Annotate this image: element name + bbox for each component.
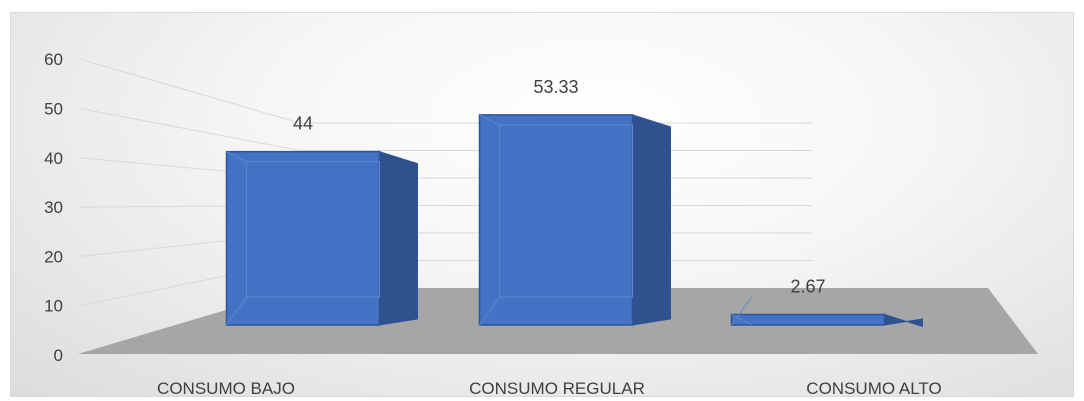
bar bbox=[730, 296, 923, 328]
bar-side-face bbox=[632, 114, 671, 326]
gridline bbox=[79, 205, 812, 208]
bar-side-face bbox=[379, 150, 418, 326]
data-label: 44 bbox=[293, 114, 313, 134]
bar-front-face bbox=[730, 313, 886, 326]
y-tick-label: 0 bbox=[54, 346, 63, 365]
gridline bbox=[79, 157, 812, 179]
bar-bevel-line bbox=[226, 296, 247, 326]
y-tick-label: 10 bbox=[44, 297, 63, 316]
x-category-label: CONSUMO BAJO bbox=[157, 379, 295, 398]
bar bbox=[478, 114, 671, 326]
data-labels: 44 53.33 2.67 bbox=[293, 77, 826, 297]
bar-inner-edge bbox=[246, 161, 380, 298]
gridline bbox=[79, 108, 812, 151]
data-label: 2.67 bbox=[790, 276, 825, 296]
gridline bbox=[79, 232, 812, 257]
y-tick-label: 40 bbox=[44, 149, 63, 168]
bar-front-face bbox=[478, 114, 634, 326]
bar-bevel-line bbox=[731, 296, 752, 326]
gridlines bbox=[79, 58, 812, 307]
bar-inner-edge bbox=[499, 124, 633, 298]
y-tick-label: 50 bbox=[44, 100, 63, 119]
bar bbox=[225, 150, 418, 326]
bar-front-face bbox=[225, 150, 381, 326]
y-tick-label: 60 bbox=[44, 50, 63, 69]
bar-bevel-line bbox=[731, 314, 752, 325]
bar-bevel-line bbox=[479, 296, 500, 326]
y-tick-label: 20 bbox=[44, 247, 63, 266]
data-label: 53.33 bbox=[533, 77, 578, 97]
bar-bevel-line bbox=[226, 151, 247, 163]
y-tick-label: 30 bbox=[44, 198, 63, 217]
x-category-label: CONSUMO ALTO bbox=[806, 379, 941, 398]
x-category-label: CONSUMO REGULAR bbox=[469, 379, 645, 398]
gridline bbox=[79, 58, 812, 124]
y-axis-ticks: 0 10 20 30 40 50 60 bbox=[44, 50, 63, 365]
bar-bevel-line bbox=[479, 114, 500, 126]
bars bbox=[225, 114, 923, 328]
x-axis-categories: CONSUMO BAJO CONSUMO REGULAR CONSUMO ALTO bbox=[157, 379, 942, 398]
